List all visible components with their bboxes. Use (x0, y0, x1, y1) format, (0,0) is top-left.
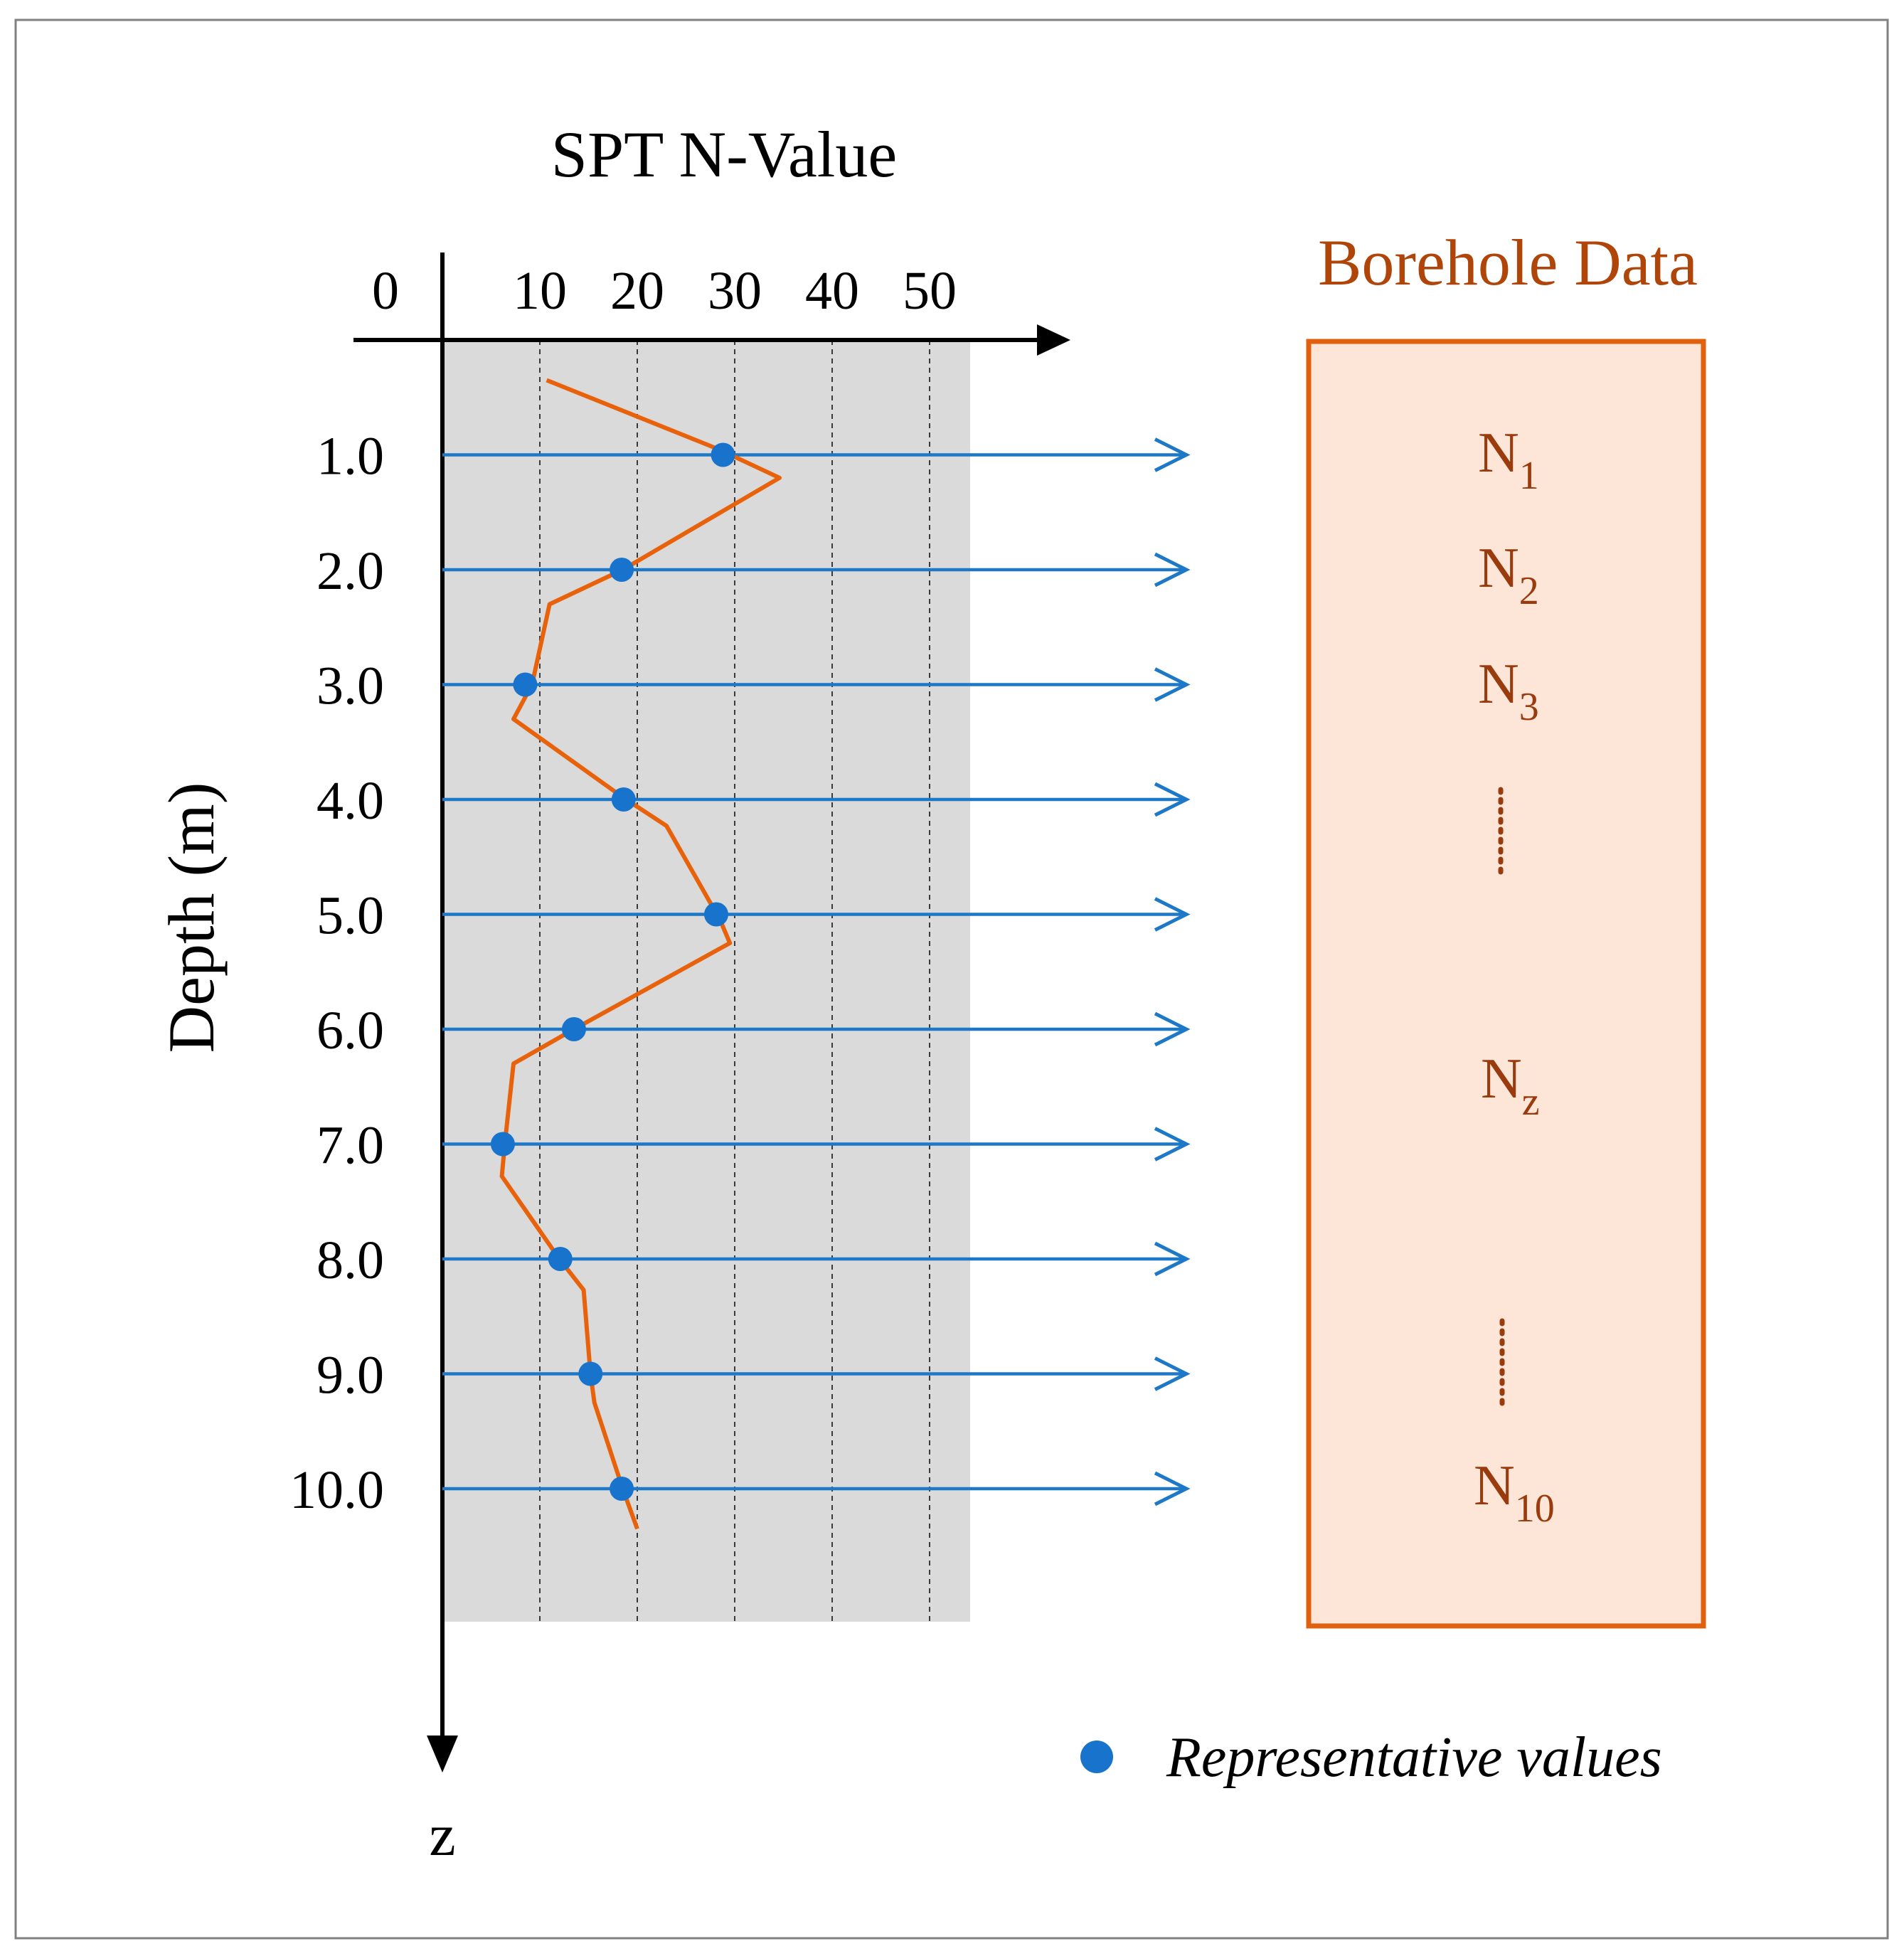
x-axis-arrow-icon (1037, 324, 1070, 356)
x-tick-label: 20 (610, 261, 664, 321)
spt-profile-line (499, 378, 782, 1530)
chart-title: SPT N-Value (551, 118, 897, 191)
y-tick-label: 1.0 (317, 427, 384, 487)
borehole-entry-n1: N1 (1478, 422, 1539, 498)
figure-frame (14, 18, 1889, 1940)
y-tick-label: 8.0 (317, 1231, 384, 1290)
representative-point (703, 902, 728, 927)
x-tick-label: 30 (708, 261, 762, 321)
y-tick-label: 4.0 (317, 771, 384, 831)
y-tick-label: 9.0 (317, 1346, 384, 1405)
representative-markers (490, 442, 735, 1501)
x-tick-label: 50 (903, 261, 957, 321)
representative-point (490, 1132, 515, 1157)
borehole-entry-n3: N3 (1478, 653, 1539, 729)
depth-axis-symbol: z (429, 1802, 455, 1869)
legend-label: Representative values (1166, 1726, 1662, 1789)
y-tick-label: 10.0 (289, 1460, 384, 1520)
gridlines (539, 340, 930, 1622)
representative-point (610, 558, 634, 582)
x-tick-label: 10 (513, 261, 567, 321)
y-tick-label: 3.0 (317, 657, 384, 716)
legend-marker-icon (1080, 1740, 1113, 1773)
representative-point (513, 672, 538, 697)
plot-background (442, 340, 970, 1622)
y-tick-label: 5.0 (317, 886, 384, 946)
representative-point (711, 442, 735, 467)
y-tick-label: 2.0 (317, 541, 384, 601)
borehole-entry-n10: N10 (1474, 1455, 1555, 1531)
y-tick-labels: 1.0 2.0 3.0 4.0 5.0 6.0 7.0 8.0 9.0 10.0 (289, 427, 384, 1521)
depth-axis-arrow-icon (427, 1736, 458, 1772)
borehole-entry-nz: Nz (1481, 1048, 1540, 1124)
representative-point (611, 787, 636, 812)
y-axis-label: Depth (m) (155, 782, 228, 1053)
x-tick-label: 0 (372, 261, 399, 321)
borehole-box (1306, 339, 1706, 1629)
representative-point (610, 1477, 634, 1501)
spt-profile (499, 378, 782, 1530)
borehole-entry-n2: N2 (1478, 537, 1539, 613)
x-tick-labels: 0 10 20 30 40 50 (372, 261, 957, 321)
representative-point (578, 1361, 603, 1386)
representative-point (548, 1247, 573, 1271)
y-tick-label: 7.0 (317, 1116, 384, 1176)
representative-point (561, 1017, 586, 1041)
y-tick-label: 6.0 (317, 1001, 384, 1061)
x-tick-label: 40 (805, 261, 859, 321)
borehole-title: Borehole Data (1318, 226, 1698, 299)
